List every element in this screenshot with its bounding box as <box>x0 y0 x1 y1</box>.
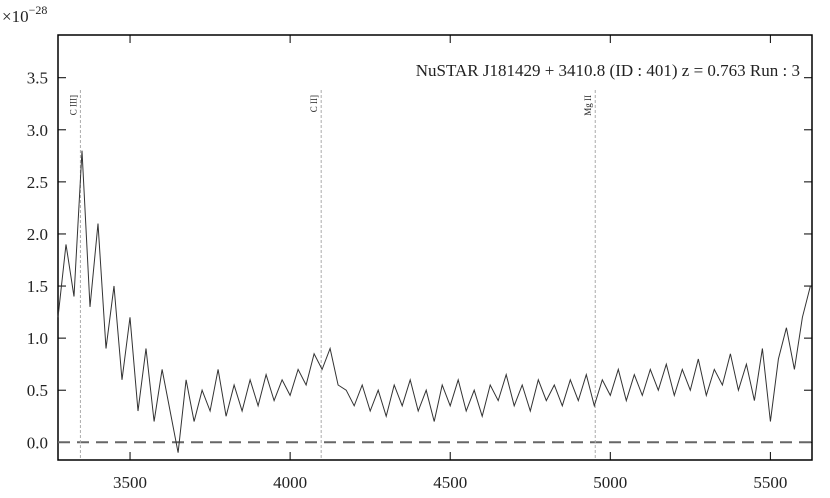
y-multiplier-base: ×10 <box>2 7 29 26</box>
y-tick-label: 2.0 <box>27 225 48 244</box>
y-tick-label: 0.5 <box>27 381 48 400</box>
plot-frame <box>57 34 813 461</box>
y-multiplier-exponent: −28 <box>29 3 48 17</box>
x-tick-label: 5500 <box>753 473 787 492</box>
y-tick-label: 3.0 <box>27 121 48 140</box>
x-tick-label: 4000 <box>273 473 307 492</box>
x-tick-label: 3500 <box>113 473 147 492</box>
y-multiplier: ×10−28 <box>2 3 47 26</box>
x-tick-label: 4500 <box>433 473 467 492</box>
chart-title: NuSTAR J181429 + 3410.8 (ID : 401) z = 0… <box>416 61 800 80</box>
y-tick-label: 1.5 <box>27 277 48 296</box>
spectrum-line <box>57 150 811 453</box>
emission-line-label: C III] <box>68 95 78 115</box>
emission-line-label: C II] <box>309 95 319 112</box>
y-tick-label: 0.0 <box>27 433 48 452</box>
emission-line-label: Mg II <box>583 95 593 116</box>
y-tick-label: 1.0 <box>27 329 48 348</box>
y-tick-label: 3.5 <box>27 69 48 88</box>
y-tick-label: 2.5 <box>27 173 48 192</box>
x-tick-label: 5000 <box>593 473 627 492</box>
